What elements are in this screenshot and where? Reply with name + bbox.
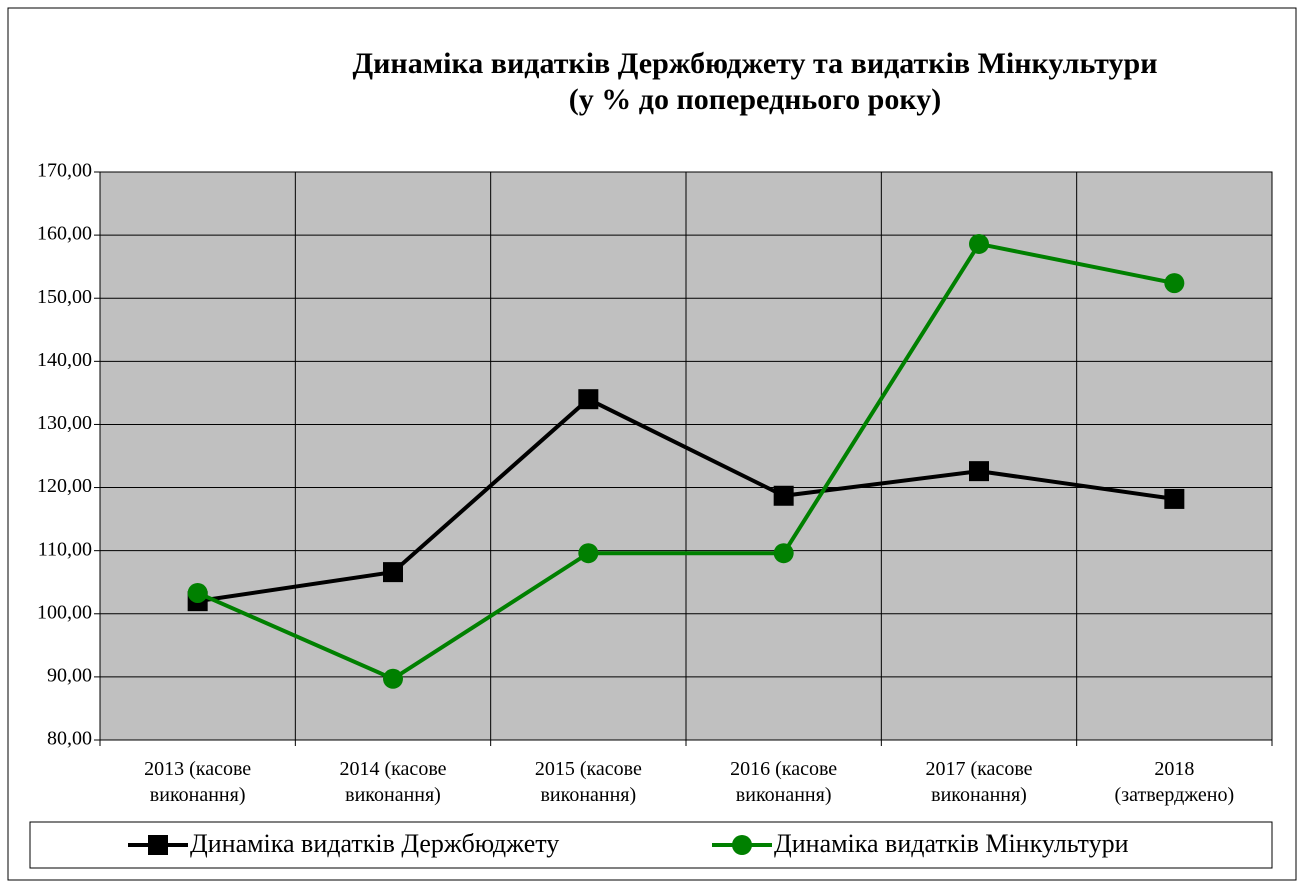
y-tick-label: 140,00: [37, 349, 92, 371]
y-tick-label: 110,00: [38, 538, 92, 560]
data-point: [578, 543, 599, 564]
x-tick-label: 2017 (касове виконання): [925, 758, 1033, 806]
y-tick-label: 120,00: [37, 475, 92, 497]
x-tick-label: 2018 (затверджено): [1114, 758, 1235, 806]
series-line: [197, 396, 1175, 604]
data-point: [383, 562, 403, 583]
y-tick-label: 100,00: [37, 601, 92, 623]
y-tick-label: 90,00: [47, 664, 92, 686]
data-point: [187, 582, 208, 603]
series-line: [196, 241, 1175, 682]
y-tick-label: 160,00: [37, 223, 92, 245]
y-tick-label: 80,00: [47, 728, 92, 750]
legend-box: [29, 821, 1273, 869]
y-tick-label: 150,00: [37, 286, 92, 308]
legend-marker: [732, 835, 752, 855]
chart-subtitle: (у % до попереднього року): [569, 83, 941, 116]
data-point: [773, 543, 794, 564]
legend-label: Динаміка видатків Мінкультури: [774, 829, 1129, 858]
y-tick-label: 170,00: [37, 160, 92, 182]
data-point: [383, 668, 403, 689]
data-point: [773, 485, 794, 506]
legend-label: Динаміка видатків Держбюджету: [190, 829, 559, 858]
chart-title: Динаміка видатків Держбюджету та видаткі…: [353, 47, 1158, 80]
data-point: [969, 233, 989, 254]
x-tick-label: 2015 (касове виконання): [534, 758, 642, 806]
x-tick-label: 2014 (касове виконання): [339, 758, 447, 806]
legend-marker: [148, 835, 168, 855]
data-point: [1164, 488, 1185, 509]
x-tick-label: 2016 (касове виконання): [730, 758, 838, 806]
x-tick-label: 2013 (касове виконання): [144, 758, 252, 806]
data-point: [578, 389, 599, 410]
y-tick-label: 130,00: [37, 412, 92, 434]
data-point: [1164, 273, 1185, 294]
data-point: [969, 461, 989, 482]
